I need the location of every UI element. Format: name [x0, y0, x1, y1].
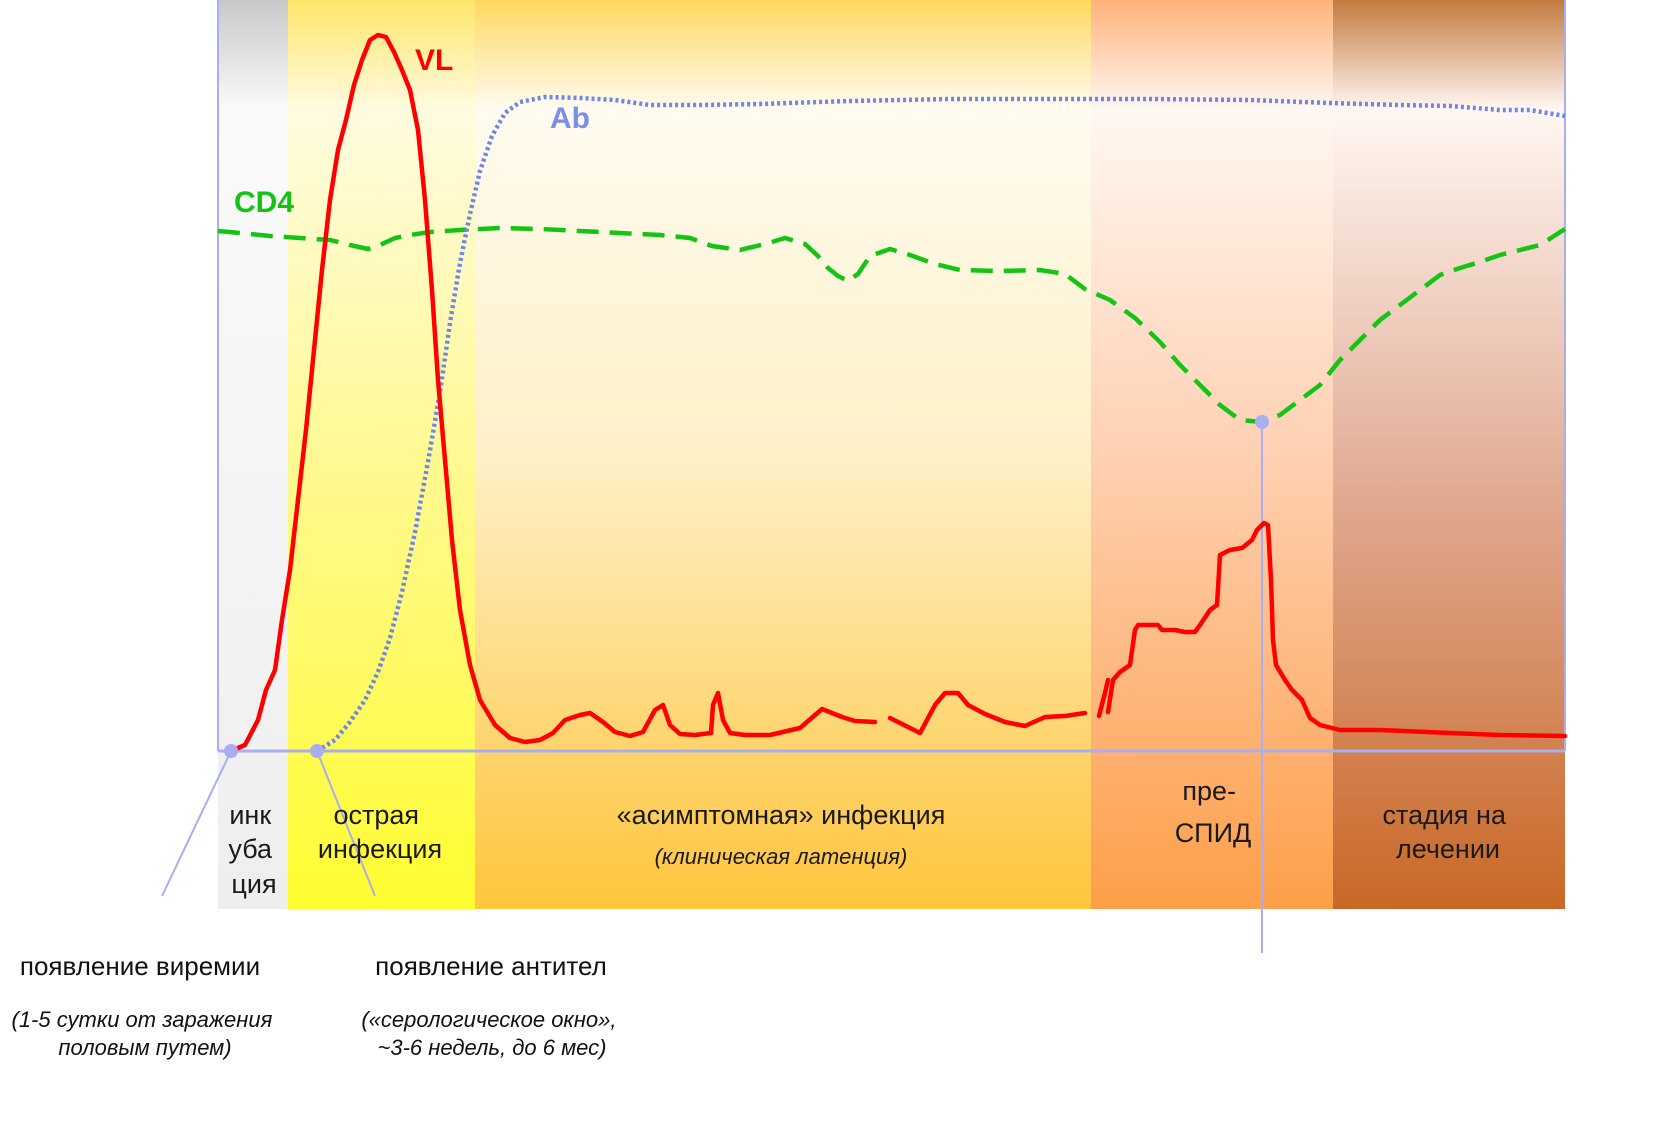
viremia-title: появление виремии: [20, 951, 260, 981]
cd4-curve-label: CD4: [234, 186, 294, 219]
viremia-annotation: появление виремии (1-5 сутки от заражени…: [12, 951, 279, 1060]
band-treatment: [1333, 0, 1565, 909]
vl-curve: [228, 32, 1568, 754]
antibodies-marker: [310, 744, 324, 758]
antibodies-title: появление антител: [375, 951, 607, 981]
stage-label-pre-aids: пре- СПИД: [1175, 776, 1252, 848]
band-acute: [288, 0, 475, 909]
stage-sublabel-asymptomatic: (клиническая латенция): [655, 844, 908, 869]
antibodies-annotation: появление антител («серологическое окно»…: [361, 951, 622, 1060]
cd4-nadir-marker: [1255, 415, 1269, 429]
viremia-marker: [224, 744, 238, 758]
vl-curve-label: VL: [415, 44, 453, 77]
ab-curve-label: Ab: [550, 102, 590, 135]
connector-lines: [161, 422, 1263, 953]
viremia-connector: [161, 750, 232, 897]
viremia-note: (1-5 сутки от заражения половым путем): [12, 1007, 279, 1060]
antibodies-note: («серологическое окно», ~3-6 недель, до …: [361, 1007, 622, 1060]
stage-label-acute: острая инфекция: [318, 800, 442, 864]
stage-label-treatment: стадия на лечении: [1383, 800, 1514, 864]
stage-label-asymptomatic: «асимптомная» инфекция: [617, 800, 946, 830]
band-pre-aids: [1091, 0, 1333, 909]
stage-bands: [218, 0, 1565, 909]
stage-labels: инк уба ция острая инфекция «асимптомная…: [228, 776, 1514, 899]
antibodies-connector: [316, 750, 376, 897]
plot-frame: [217, 0, 1566, 753]
ab-curve: [315, 94, 1566, 753]
stage-label-incubation: инк уба ция: [228, 800, 279, 899]
band-incubation: [218, 0, 288, 909]
band-asymptomatic: [475, 0, 1091, 909]
markers: [224, 415, 1269, 758]
